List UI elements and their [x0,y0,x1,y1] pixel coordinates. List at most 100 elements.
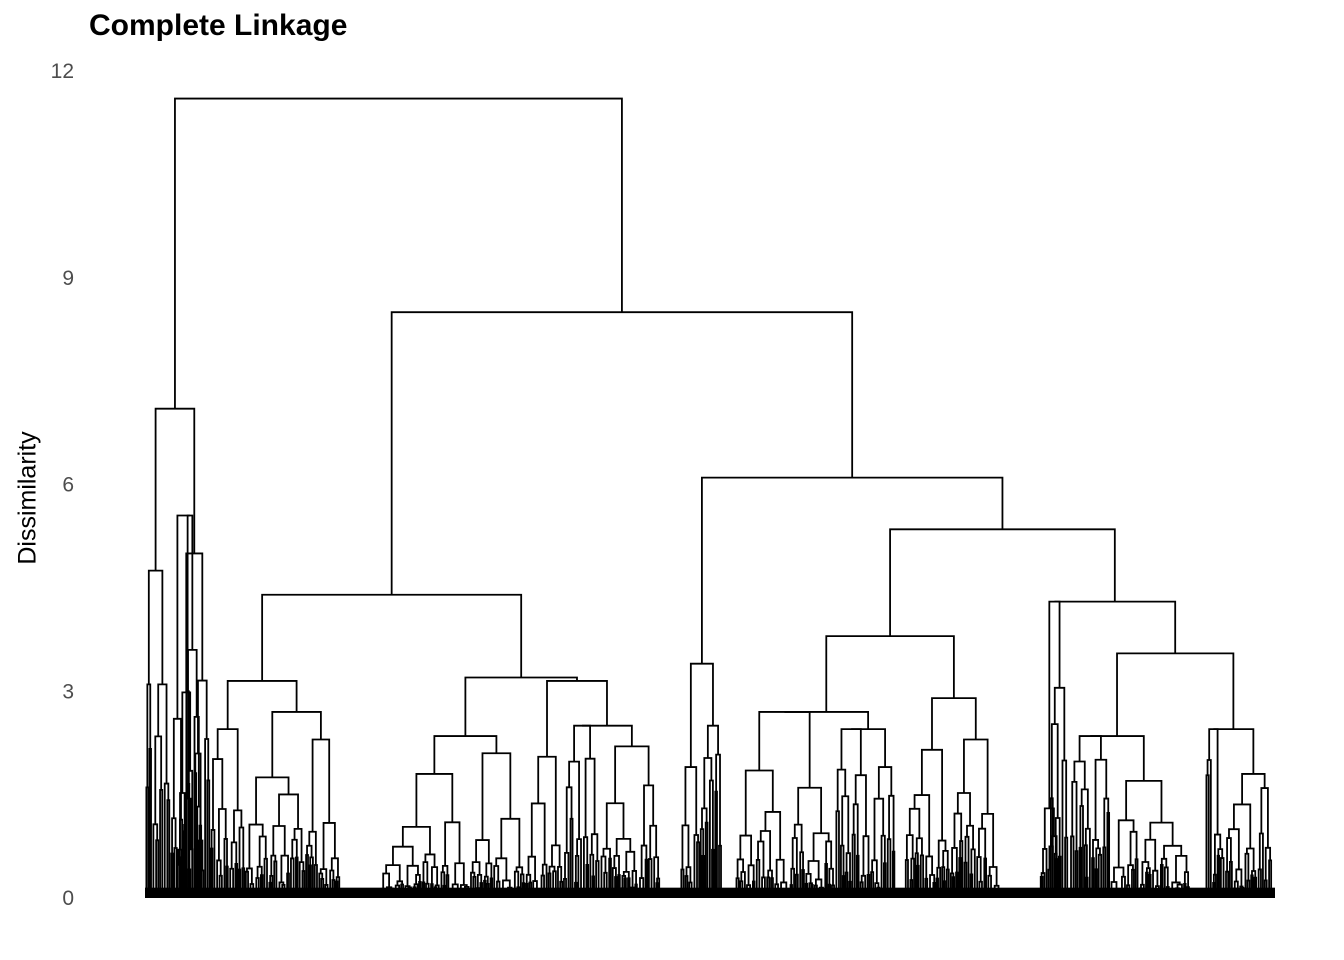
dendrogram-link [319,868,328,885]
dendrogram-link [248,823,264,869]
dendrogram-link [290,857,295,898]
dendrogram-link [605,802,625,849]
dendrogram-link [653,856,660,898]
dendrogram-link [801,869,805,898]
dendrogram-link [318,872,324,898]
dendrogram-link [185,552,204,693]
dendrogram-link [945,868,950,898]
dendrogram-link [851,833,856,898]
dendrogram-link [805,872,812,884]
dendrogram-link [475,839,490,864]
dendrogram-link [1175,854,1188,883]
dendrogram-link [229,867,235,898]
dendrogram-link [1145,871,1149,898]
dendrogram-link [696,841,701,898]
dendrogram-link [166,799,171,898]
dendrogram-link [1042,848,1048,898]
dendrogram-link [1116,652,1235,737]
dendrogram-link [298,861,305,898]
dendrogram-link [701,855,705,898]
dendrogram-link [225,865,229,898]
dendrogram-link [1125,779,1163,823]
dendrogram-link [155,839,160,898]
dendrogram-link [706,724,719,758]
dendrogram-link [793,823,803,853]
dendrogram-link [1054,817,1061,857]
dendrogram-link [915,837,923,856]
dendrogram-link [1134,858,1139,898]
dendrogram-link [485,862,493,879]
dendrogram-link [311,738,331,832]
dendrogram-link [1092,839,1100,859]
dendrogram-link [483,875,489,884]
dendrogram-link [401,825,431,855]
dendrogram-link [546,680,608,757]
dendrogram-link [330,857,339,878]
dendrogram-link [322,822,336,870]
dendrogram-link [179,792,186,850]
dendrogram-link [759,830,772,871]
dendrogram-link [1226,837,1232,872]
dendrogram-link [244,870,249,898]
dendrogram-link [681,824,690,870]
dendrogram-link [643,784,655,846]
dendrogram-link [186,514,194,692]
dendrogram-link [444,821,461,866]
dendrogram-link [1268,859,1273,898]
dendrogram-link [585,863,590,898]
dendrogram-link [711,848,715,898]
dendrogram-link [1205,774,1210,898]
dendrogram-link [422,861,429,884]
dendrogram-link [908,807,921,839]
dendrogram-link [981,812,995,868]
chart-title: Complete Linkage [89,9,348,42]
dendrogram-link [1090,735,1145,781]
dendrogram-link [440,871,446,898]
dendrogram-link [278,793,299,829]
dendrogram-link [617,874,621,898]
dendrogram-link [1078,735,1102,762]
dendrogram-link [736,858,745,879]
dendrogram-link [238,826,245,870]
dendrogram-link [1049,797,1054,898]
dendrogram-link [1074,850,1079,898]
dendrogram-link [1053,852,1058,898]
dendrogram-link [564,851,570,898]
dendrogram-link [270,854,277,876]
dendrogram-link [851,728,886,768]
dendrogram-link [703,757,713,809]
dendrogram-link [591,875,595,898]
dendrogram-link [929,874,936,898]
dendrogram-link [622,870,630,879]
dendrogram-link [530,802,546,865]
dendrogram-link [840,728,862,776]
dendrogram-link [613,854,620,876]
dendrogram-link [1127,864,1134,886]
dendrogram-link [931,697,977,750]
dendrogram-link [218,874,223,898]
dendrogram-link [1213,728,1255,774]
dendrogram-link [744,769,774,836]
dendrogram-link [273,860,278,898]
dendrogram-link [1106,811,1111,898]
dendrogram-link [472,876,477,898]
dendrogram-link [548,865,556,874]
dendrogram-link [157,683,168,784]
dendrogram-link [569,817,574,898]
dendrogram-link [551,844,561,867]
dendrogram-link [424,853,436,868]
dendrogram-link [194,752,202,841]
dendrogram-link [1048,600,1061,809]
dendrogram-link [835,810,840,898]
dendrogram-link [216,859,222,898]
dendrogram-link [757,840,765,878]
dendrogram-link [527,855,536,882]
dendrogram-link [301,870,306,898]
dendrogram-link [689,662,714,768]
dendrogram-link [308,830,317,866]
dendrogram-link [854,774,867,837]
dendrogram-link [941,866,946,898]
dendrogram-link [1214,833,1222,875]
dendrogram-link [406,864,419,887]
dendrogram-link [704,821,709,898]
